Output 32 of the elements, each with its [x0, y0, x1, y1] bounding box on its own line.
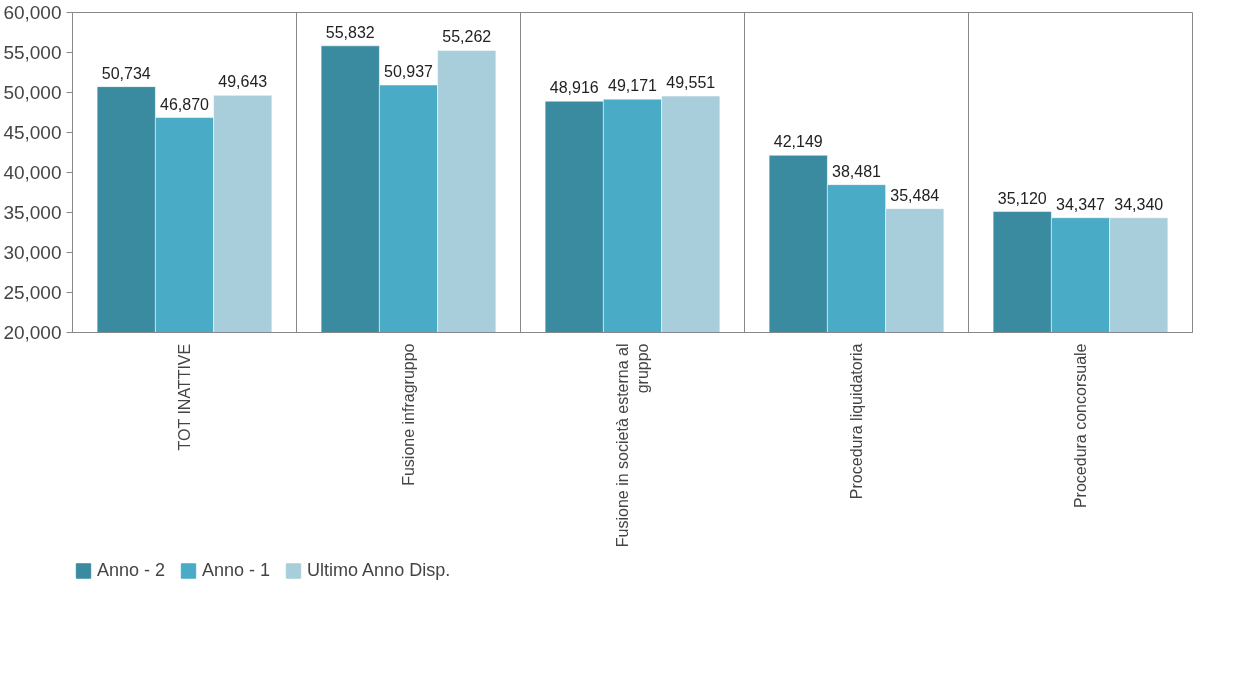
y-tick-label: 55,000 [3, 42, 62, 63]
y-tick-label: 50,000 [3, 82, 62, 103]
data-label: 34,340 [1114, 195, 1164, 213]
data-label: 42,149 [773, 133, 823, 151]
y-tick-label: 60,000 [3, 2, 62, 23]
data-label: 49,551 [666, 74, 716, 92]
x-tick-label: Procedura liquidatoria [848, 343, 865, 500]
data-label: 49,171 [608, 77, 658, 95]
y-tick-label: 20,000 [3, 322, 62, 343]
data-label: 46,870 [160, 95, 210, 113]
x-tick-label: Procedura concorsuale [1072, 343, 1089, 509]
legend-label: Ultimo Anno Disp. [307, 559, 451, 581]
x-tick-label: Fusione infragruppo [400, 343, 417, 486]
data-label: 38,481 [832, 162, 882, 180]
x-tick-label: TOT INATTIVE [176, 343, 193, 451]
y-tick-label: 45,000 [3, 122, 62, 143]
y-tick-label: 35,000 [3, 202, 62, 223]
data-label: 50,734 [101, 64, 151, 82]
y-tick-label: 25,000 [3, 282, 62, 303]
data-label: 50,937 [384, 63, 434, 80]
y-tick-label: 40,000 [3, 162, 62, 183]
data-label: 55,262 [442, 28, 492, 46]
data-label: 35,484 [890, 186, 940, 204]
data-label: 34,347 [1056, 195, 1106, 213]
data-label: 55,832 [325, 23, 375, 41]
x-tick-label: Fusione in società esterna al gruppo [613, 343, 652, 548]
data-label: 49,643 [218, 73, 268, 91]
data-label: 48,916 [549, 79, 599, 97]
data-label: 35,120 [997, 189, 1047, 207]
legend-label: Anno - 1 [202, 559, 271, 581]
legend-label: Anno - 2 [97, 559, 166, 581]
y-tick-label: 30,000 [3, 242, 62, 263]
